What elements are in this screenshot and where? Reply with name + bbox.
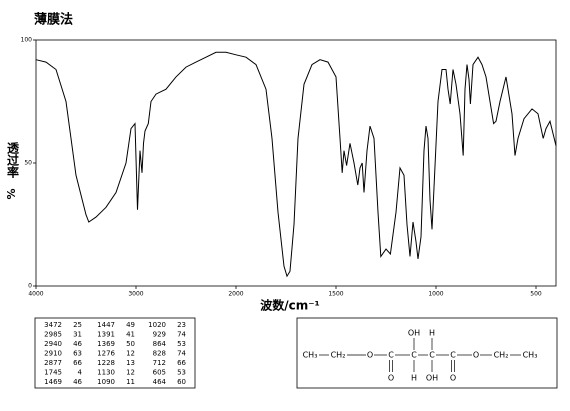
y-tick-label: 0	[28, 283, 32, 290]
table-cell: 464	[153, 378, 167, 386]
table-cell: 2985	[44, 331, 62, 339]
table-cell: 25	[73, 321, 82, 329]
table-cell: 1130	[97, 369, 115, 377]
atom: O	[388, 374, 394, 383]
table-cell: 11	[126, 378, 135, 386]
table-cell: 2910	[44, 350, 62, 358]
y-tick-label: 50	[24, 160, 32, 167]
table-cell: 1469	[44, 378, 62, 386]
table-cell: 3472	[44, 321, 62, 329]
table-cell: 605	[153, 369, 166, 377]
structure-frame	[296, 317, 558, 389]
plot-frame	[35, 39, 557, 287]
table-cell: 1276	[97, 350, 115, 358]
table-cell: 12	[126, 350, 135, 358]
atom: H	[411, 374, 417, 383]
chart-title: 薄膜法	[34, 12, 73, 28]
table-cell: 66	[177, 359, 186, 367]
table-cell: 2940	[44, 340, 62, 348]
table-frame	[34, 317, 196, 389]
atom: C	[450, 351, 456, 360]
table-cell: 1090	[97, 378, 115, 386]
atom: CH₃	[303, 351, 318, 360]
table-cell: 864	[153, 340, 167, 348]
atom: C	[411, 351, 417, 360]
table-cell: 74	[177, 350, 186, 358]
table-cell: 828	[153, 350, 166, 358]
y-axis-label: 透过率	[6, 142, 20, 179]
x-axis-label: 波数/cm⁻¹	[260, 298, 320, 313]
table-cell: 31	[73, 331, 82, 339]
table-cell: 1745	[44, 369, 62, 377]
atom: CH₂	[331, 351, 346, 360]
atom: CH₃	[523, 351, 538, 360]
x-tick-label: 3000	[128, 291, 143, 298]
atom: OH	[426, 374, 438, 383]
table-cell: 2877	[44, 359, 62, 367]
atom: H	[429, 329, 435, 338]
x-tick-label: 2000	[228, 291, 243, 298]
table-cell: 63	[73, 350, 82, 358]
table-cell: 53	[177, 340, 186, 348]
atom: O	[473, 351, 479, 360]
table-cell: 50	[126, 340, 135, 348]
table-cell: 13	[126, 359, 135, 367]
atom: CH₂	[494, 351, 509, 360]
table-cell: 712	[153, 359, 166, 367]
table-cell: 1020	[148, 321, 166, 329]
table-cell: 60	[177, 378, 186, 386]
spectrum-line	[35, 51, 557, 278]
table-cell: 41	[126, 331, 135, 339]
table-cell: 1228	[97, 359, 115, 367]
table-cell: 74	[177, 331, 186, 339]
atom: C	[388, 351, 394, 360]
y-axis-unit: %	[5, 188, 18, 199]
x-tick-label: 4000	[28, 291, 43, 298]
x-tick-label: 1500	[328, 291, 343, 298]
atom: OH	[408, 329, 420, 338]
atom: C	[429, 351, 435, 360]
table-cell: 929	[153, 331, 166, 339]
table-cell: 66	[73, 359, 82, 367]
table-cell: 46	[73, 340, 82, 348]
table-cell: 49	[126, 321, 135, 329]
x-tick-label: 500	[530, 291, 542, 298]
y-tick-label: 100	[21, 37, 33, 44]
table-cell: 1369	[97, 340, 115, 348]
table-cell: 1391	[97, 331, 115, 339]
table-cell: 23	[177, 321, 186, 329]
table-cell: 12	[126, 369, 135, 377]
table-cell: 46	[73, 378, 82, 386]
atom: O	[450, 374, 456, 383]
x-tick-label: 1000	[428, 291, 443, 298]
table-cell: 53	[177, 369, 186, 377]
table-cell: 4	[78, 369, 83, 377]
atom: O	[367, 351, 373, 360]
table-cell: 1447	[97, 321, 115, 329]
